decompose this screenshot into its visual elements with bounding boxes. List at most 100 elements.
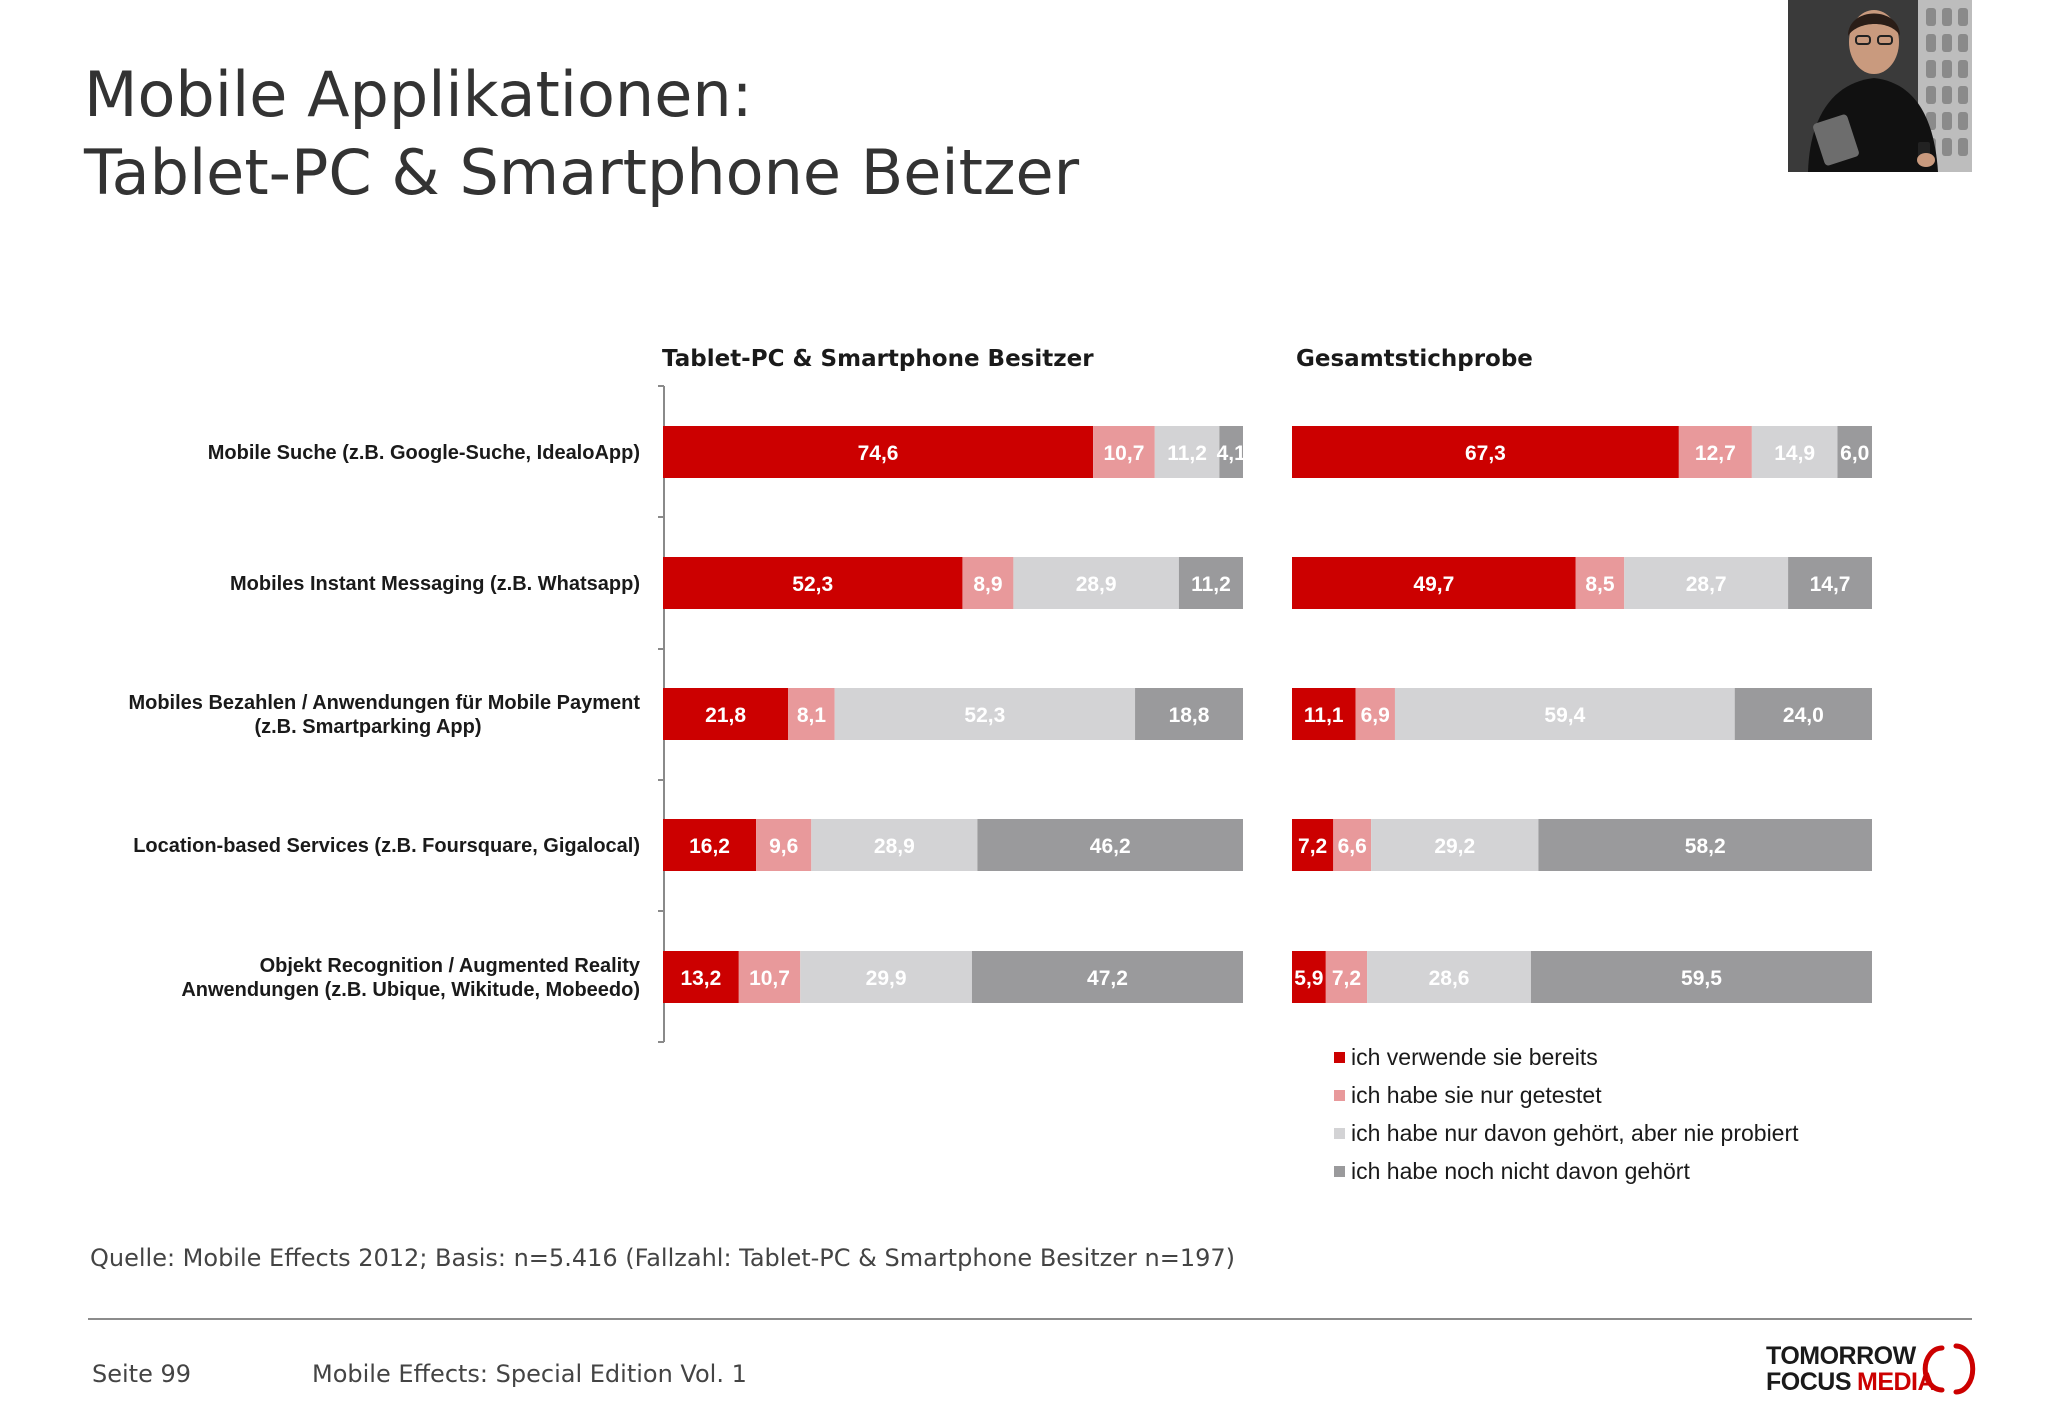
bar-value-label: 58,2 <box>1685 835 1726 858</box>
category-label: Mobiles Bezahlen / Anwendungen für Mobil… <box>128 692 640 738</box>
bar-value-label: 8,9 <box>973 573 1002 596</box>
bar-segment <box>1394 688 1735 740</box>
panel-title: Gesamtstichprobe <box>1296 346 1533 372</box>
bar-segment <box>1292 819 1334 871</box>
bar-segment <box>1734 688 1872 740</box>
logo-swoosh-icon <box>1922 1345 1945 1393</box>
bar-value-label: 14,9 <box>1774 442 1815 465</box>
bar-value-label: 52,3 <box>964 704 1005 727</box>
legend-swatch <box>1334 1165 1345 1177</box>
bar-segment <box>1292 557 1576 609</box>
bar-segment <box>1367 951 1531 1003</box>
footer-divider <box>88 1318 1972 1320</box>
bar-value-label: 11,2 <box>1191 573 1231 596</box>
bar-value-label: 21,8 <box>705 704 746 727</box>
legend-item: ich verwende sie bereits <box>1334 1038 1799 1076</box>
bar-segment <box>962 557 1014 609</box>
bar-value-label: 13,2 <box>680 967 721 990</box>
bar-segment <box>1538 819 1872 871</box>
legend-swatch <box>1334 1127 1345 1139</box>
category-label: Objekt Recognition / Augmented Reality An… <box>181 955 641 1001</box>
legend-item: ich habe sie nur getestet <box>1334 1076 1799 1114</box>
bar-value-label: 14,7 <box>1810 573 1851 596</box>
legend-swatch <box>1334 1089 1345 1101</box>
bar-value-label: 59,5 <box>1681 967 1722 990</box>
bar-value-label: 12,7 <box>1695 442 1736 465</box>
bar-value-label: 16,2 <box>689 835 730 858</box>
chart-legend: ich verwende sie bereits ich habe sie nur… <box>1334 1038 1799 1190</box>
bar-segment <box>1678 426 1752 478</box>
legend-item: ich habe noch nicht davon gehört <box>1334 1152 1799 1190</box>
bar-segment <box>1751 426 1838 478</box>
bar-segment <box>1219 426 1243 478</box>
bar-segment <box>1333 819 1372 871</box>
bar-value-label: 7,2 <box>1298 835 1327 858</box>
bar-segment <box>1178 557 1243 609</box>
bar-value-label: 8,1 <box>797 704 827 727</box>
source-note: Quelle: Mobile Effects 2012; Basis: n=5.… <box>90 1244 1235 1272</box>
bar-segment <box>1292 951 1326 1003</box>
bar-segment <box>1013 557 1179 609</box>
page-number: Seite 99 <box>92 1360 192 1388</box>
bar-segment <box>1788 557 1872 609</box>
bar-value-label: 49,7 <box>1413 573 1454 596</box>
bar-value-label: 28,6 <box>1429 967 1470 990</box>
bar-value-label: 28,9 <box>874 835 915 858</box>
bar-value-label: 47,2 <box>1087 967 1128 990</box>
bar-segment <box>1624 557 1789 609</box>
legend-label: ich habe noch nicht davon gehört <box>1351 1157 1690 1184</box>
bar-segment <box>1135 688 1243 740</box>
category-label: Location-based Services (z.B. Foursquare… <box>133 835 640 857</box>
legend-label: ich habe nur davon gehört, aber nie prob… <box>1351 1119 1799 1146</box>
bar-value-label: 11,1 <box>1304 704 1344 727</box>
logo-text-2: FOCUS MEDIA <box>1766 1368 1936 1396</box>
category-label: Mobiles Instant Messaging (z.B. Whatsapp… <box>230 573 640 595</box>
bar-segment <box>663 951 739 1003</box>
bar-segment <box>971 951 1243 1003</box>
legend-swatch <box>1334 1051 1345 1063</box>
bar-segment <box>1093 426 1155 478</box>
bar-segment <box>1325 951 1368 1003</box>
bar-segment <box>1371 819 1539 871</box>
logo-swoosh-icon-2 <box>1953 1343 1976 1395</box>
bar-segment <box>663 688 789 740</box>
slide-title-line-2: Tablet-PC & Smartphone Beitzer <box>84 136 1080 209</box>
bar-segment <box>1292 426 1679 478</box>
tomorrow-focus-media-logo: TOMORROW FOCUS MEDIA <box>1766 1342 1976 1396</box>
bar-value-label: 4,1 <box>1217 442 1247 465</box>
legend-label: ich habe sie nur getestet <box>1351 1081 1602 1108</box>
bar-value-label: 29,2 <box>1434 835 1475 858</box>
legend-label: ich verwende sie bereits <box>1351 1043 1598 1070</box>
slide-title: Mobile Applikationen: Tablet-PC & Smartp… <box>84 56 1079 212</box>
bar-value-label: 67,3 <box>1465 442 1506 465</box>
bar-value-label: 52,3 <box>792 573 833 596</box>
bar-value-label: 10,7 <box>749 967 790 990</box>
bar-segment <box>1292 688 1356 740</box>
bar-segment <box>1837 426 1872 478</box>
bar-value-label: 74,6 <box>858 442 899 465</box>
bar-value-label: 8,5 <box>1585 573 1615 596</box>
footer-edition: Mobile Effects: Special Edition Vol. 1 <box>312 1360 747 1388</box>
bar-segment <box>1530 951 1872 1003</box>
bar-segment <box>834 688 1136 740</box>
logo-text-1: TOMORROW <box>1766 1342 1917 1370</box>
bar-value-label: 10,7 <box>1104 442 1145 465</box>
bar-value-label: 28,7 <box>1686 573 1727 596</box>
bar-value-label: 18,8 <box>1169 704 1210 727</box>
bar-segment <box>1575 557 1625 609</box>
bar-value-label: 59,4 <box>1544 704 1585 727</box>
bar-value-label: 6,9 <box>1361 704 1390 727</box>
bar-segment <box>663 557 963 609</box>
bar-segment <box>663 819 757 871</box>
bar-value-label: 11,2 <box>1167 442 1207 465</box>
bar-segment <box>1355 688 1395 740</box>
bar-value-label: 5,9 <box>1294 967 1323 990</box>
bar-segment <box>738 951 801 1003</box>
category-label: Mobile Suche (z.B. Google-Suche, IdealoA… <box>208 442 640 464</box>
bar-value-label: 6,0 <box>1840 442 1869 465</box>
bar-value-label: 24,0 <box>1783 704 1824 727</box>
bar-segment <box>1154 426 1220 478</box>
bar-value-label: 9,6 <box>769 835 798 858</box>
bar-segment <box>788 688 835 740</box>
legend-item: ich habe nur davon gehört, aber nie prob… <box>1334 1114 1799 1152</box>
